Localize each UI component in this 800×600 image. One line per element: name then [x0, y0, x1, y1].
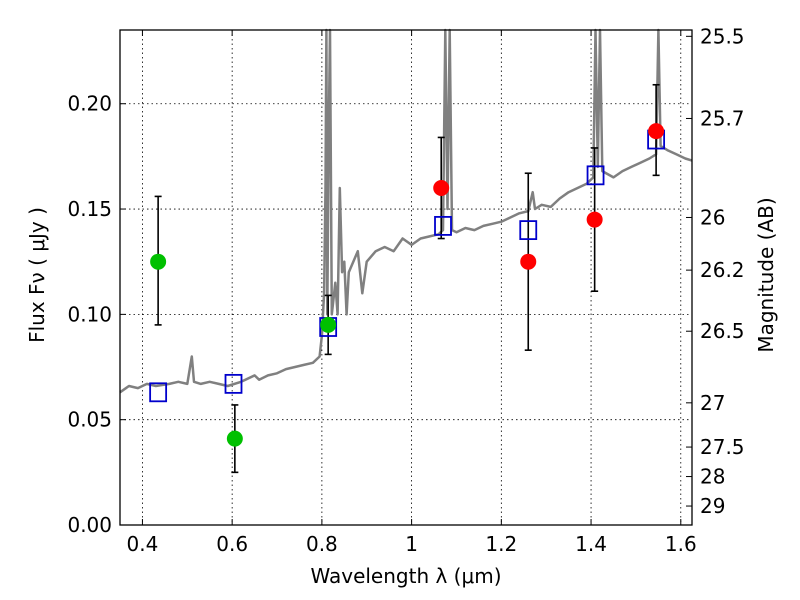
x-tick-label: 1.2	[485, 532, 517, 556]
grid-lines	[120, 30, 692, 525]
right-tick-label: 25.5	[700, 24, 745, 48]
spectrum-line	[119, 28, 693, 394]
x-axis-label: Wavelength λ (μm)	[310, 564, 501, 588]
model-photometry-square	[224, 373, 243, 394]
x-tick-label: 0.4	[127, 532, 159, 556]
y-tick-label: 0.00	[67, 513, 112, 537]
observed-flux-point	[520, 253, 537, 270]
right-tick-label: 25.7	[700, 106, 745, 130]
right-tick-label: 26.2	[700, 258, 745, 282]
right-tick-label: 29	[700, 494, 725, 518]
observed-flux-point	[586, 211, 603, 228]
y-tick-label: 0.15	[67, 197, 112, 221]
right-tick-label: 26	[700, 205, 725, 229]
right-tick-label: 27.5	[700, 435, 745, 459]
x-tick-label: 1.4	[575, 532, 607, 556]
right-tick-label: 26.5	[700, 319, 745, 343]
observed-flux-point	[226, 430, 243, 447]
observed-flux-point	[433, 179, 450, 196]
model-photometry-square	[519, 220, 538, 241]
observed-flux-point	[320, 316, 337, 333]
x-tick-label: 0.6	[216, 532, 248, 556]
right-tick-label: 28	[700, 465, 725, 489]
y-tick-label: 0.05	[67, 408, 112, 432]
observed-flux-point	[150, 253, 167, 270]
x-tick-labels: 0.4 0.6 0.8 1 1.2 1.4 1.6	[127, 532, 697, 556]
y-axis-label-right: Magnitude (AB)	[754, 197, 778, 352]
model-photometry-square	[434, 215, 452, 236]
errorbar-layer	[154, 83, 660, 474]
y-axis-label: Flux Fν ( μJy )	[25, 207, 49, 343]
x-tick-label: 1	[405, 532, 418, 556]
observed-flux-point	[648, 123, 665, 140]
right-tick-label: 27	[700, 391, 725, 415]
y-tick-label: 0.10	[67, 302, 112, 326]
x-tick-label: 1.6	[665, 532, 697, 556]
y-tick-labels: 0.00 0.05 0.10 0.15 0.20	[67, 92, 112, 537]
x-tick-label: 0.8	[306, 532, 338, 556]
y-tick-label: 0.20	[67, 92, 112, 116]
plot-frame	[119, 29, 693, 526]
marker-layer	[149, 123, 666, 447]
model-photometry-square	[586, 165, 605, 186]
model-photometry-square	[149, 382, 168, 403]
tick-marks	[120, 30, 692, 526]
right-tick-labels: 25.5 25.7 26 26.2 26.5 27 27.5 28 29	[700, 24, 745, 518]
spectrum-layer	[119, 28, 693, 394]
